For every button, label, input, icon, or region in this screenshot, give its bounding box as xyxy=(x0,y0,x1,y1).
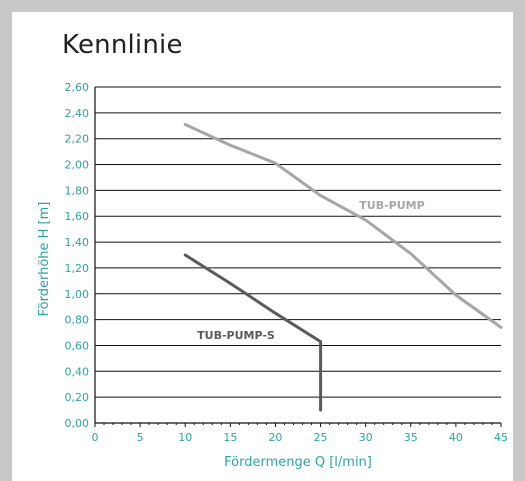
y-tick-label: 0,00 xyxy=(65,417,90,430)
x-tick-label: 25 xyxy=(314,431,328,444)
y-tick-label: 1,00 xyxy=(65,288,90,301)
y-tick-label: 2,20 xyxy=(65,133,90,146)
x-tick-labels: 0 5 10 15 20 25 30 35 40 45 xyxy=(92,431,509,444)
y-tick-label: 0,20 xyxy=(65,391,90,404)
y-axis-label: Förderhöhe H [m] xyxy=(37,202,52,317)
series-line-tub-pump xyxy=(183,123,503,329)
y-tick-label: 1,80 xyxy=(65,184,90,197)
x-tick-label: 5 xyxy=(137,431,144,444)
series-lines xyxy=(183,123,503,412)
y-tick-label: 2,00 xyxy=(65,159,90,172)
x-tick-label: 10 xyxy=(178,431,192,444)
grid-lines xyxy=(95,86,501,424)
x-tick-label: 40 xyxy=(449,431,463,444)
y-tick-label: 2,60 xyxy=(65,81,90,94)
y-tick-labels: 0,00 0,20 0,40 0,60 0,80 1,00 1,20 1,40 1,60 1,80… xyxy=(65,81,90,430)
y-tick-label: 2,40 xyxy=(65,107,90,120)
axes xyxy=(94,87,502,427)
y-tick-label: 0,40 xyxy=(65,365,90,378)
y-tick-label: 1,40 xyxy=(65,236,90,249)
series-line-tub-pump-s xyxy=(183,253,323,412)
x-tick-label: 0 xyxy=(92,431,99,444)
y-tick-label: 0,80 xyxy=(65,314,90,327)
x-tick-label: 20 xyxy=(268,431,282,444)
x-tick-label: 35 xyxy=(404,431,418,444)
x-tick-label: 30 xyxy=(359,431,373,444)
series-label-tub-pump: TUB-PUMP xyxy=(359,199,424,212)
y-tick-label: 1,60 xyxy=(65,210,90,223)
series-label-tub-pump-s: TUB-PUMP-S xyxy=(197,329,275,342)
series-labels: TUB-PUMP TUB-PUMP-S xyxy=(197,199,425,342)
x-axis-label: Fördermenge Q [l/min] xyxy=(224,455,372,470)
x-tick-label: 15 xyxy=(223,431,237,444)
x-tick-label: 45 xyxy=(494,431,508,444)
y-tick-label: 0,60 xyxy=(65,339,90,352)
chart-title: Kennlinie xyxy=(62,30,183,60)
y-tick-label: 1,20 xyxy=(65,262,90,275)
